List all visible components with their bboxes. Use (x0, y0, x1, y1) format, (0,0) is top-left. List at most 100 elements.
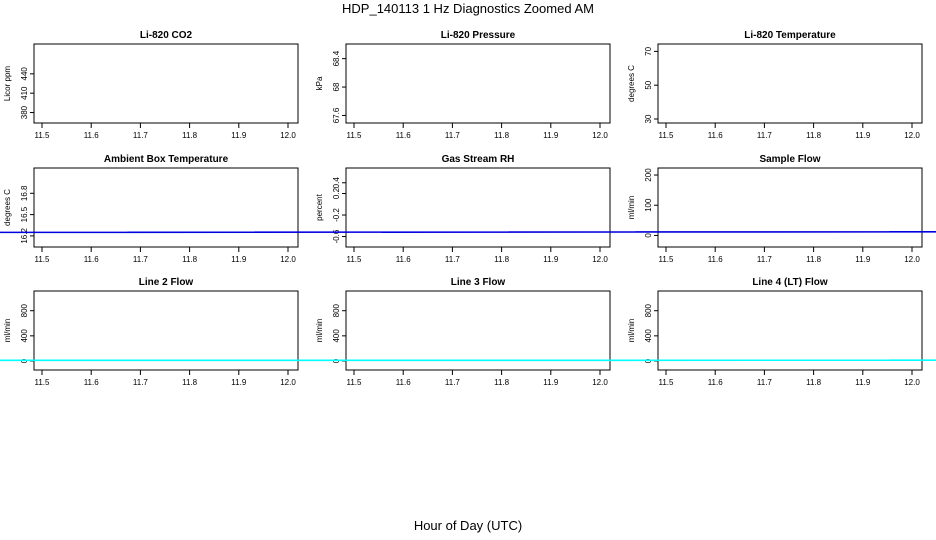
x-tick-label: 11.9 (231, 378, 247, 387)
x-tick-label: 11.7 (757, 255, 773, 264)
x-tick-label: 11.9 (855, 378, 871, 387)
x-tick-label: 11.8 (806, 378, 822, 387)
y-tick-label: 410 (20, 86, 29, 100)
y-tick-label: 67.6 (332, 107, 341, 123)
x-axis-label: Hour of Day (UTC) (413, 518, 523, 533)
x-tick-label: 11.7 (757, 378, 773, 387)
y-tick-label: 16.5 (20, 206, 29, 222)
y-axis-label: degrees C (627, 65, 636, 102)
y-tick-label: 380 (20, 105, 29, 119)
panel-frame (657, 43, 923, 124)
x-tick-label: 11.7 (445, 378, 461, 387)
x-tick-label: 11.6 (84, 131, 100, 140)
y-tick-label: 30 (644, 114, 653, 123)
y-tick-label: 440 (20, 67, 29, 81)
panel-title: Sample Flow (759, 154, 820, 165)
x-tick-label: 11.6 (396, 378, 412, 387)
y-tick-label: -0.6 (332, 229, 341, 243)
panel-frame (33, 290, 299, 371)
y-tick-label: 800 (644, 303, 653, 317)
x-tick-label: 11.5 (659, 255, 675, 264)
x-tick-label: 12.0 (280, 131, 296, 140)
x-tick-label: 11.9 (855, 255, 871, 264)
x-tick-label: 12.0 (592, 378, 608, 387)
x-tick-label: 11.8 (182, 255, 198, 264)
x-tick-label: 11.9 (543, 378, 559, 387)
panel-frame (345, 167, 611, 248)
y-tick-label: 200 (644, 168, 653, 182)
x-tick-label: 11.9 (231, 131, 247, 140)
y-axis-label: ml/min (627, 196, 636, 220)
x-tick-label: 11.8 (494, 378, 510, 387)
panel-frame (657, 290, 923, 371)
panel-frame (345, 43, 611, 124)
x-tick-label: 11.6 (708, 255, 724, 264)
y-tick-label: 16.2 (20, 228, 29, 244)
panel-title: Line 3 Flow (451, 277, 506, 288)
x-tick-label: 11.6 (84, 255, 100, 264)
x-tick-label: 11.5 (35, 131, 51, 140)
panel-frame (33, 43, 299, 124)
panel-title: Li-820 Temperature (744, 30, 836, 41)
y-axis-label: ml/min (627, 319, 636, 343)
panel-5: Sample Flow ml/min 0 100 200 11.5 11.6 11.7 11.8… (0, 154, 936, 264)
y-tick-label: 0.4 (332, 177, 341, 189)
x-tick-label: 11.9 (543, 131, 559, 140)
y-tick-label: 50 (644, 80, 653, 89)
y-axis-label: kPa (315, 76, 324, 90)
x-tick-label: 11.8 (494, 131, 510, 140)
x-tick-label: 11.5 (659, 131, 675, 140)
x-tick-label: 12.0 (280, 255, 296, 264)
y-axis-label: percent (315, 193, 324, 220)
y-tick-label: 400 (20, 329, 29, 343)
x-tick-label: 12.0 (904, 255, 920, 264)
panel-2: Li-820 Temperature degrees C 30 50 70 11.5 11.… (627, 30, 923, 140)
y-tick-label: 70 (644, 46, 653, 55)
x-tick-label: 11.9 (231, 255, 247, 264)
x-tick-label: 11.7 (445, 131, 461, 140)
y-tick-label: 100 (644, 198, 653, 212)
x-tick-label: 11.8 (806, 255, 822, 264)
y-tick-label: 0.2 (332, 187, 341, 199)
panel-frame (33, 167, 299, 248)
x-tick-label: 12.0 (904, 131, 920, 140)
x-tick-label: 11.8 (494, 255, 510, 264)
y-tick-label: 68 (332, 82, 341, 91)
x-tick-label: 12.0 (592, 131, 608, 140)
x-tick-label: 11.9 (855, 131, 871, 140)
x-tick-label: 11.7 (133, 378, 149, 387)
x-tick-label: 11.5 (347, 131, 363, 140)
panel-0: Li-820 CO2 Licor ppm 380 410 440 11.5 11.6 11.7… (3, 30, 299, 140)
panel-4: Gas Stream RH percent -0.6 -0.2 0.20.4 11.5 11… (315, 154, 611, 264)
x-tick-label: 11.5 (35, 378, 51, 387)
x-tick-label: 11.6 (396, 131, 412, 140)
y-tick-label: 800 (332, 303, 341, 317)
x-tick-label: 12.0 (592, 255, 608, 264)
y-tick-label: 68.4 (332, 50, 341, 66)
panel-3: Ambient Box Temperature degrees C 16.2 16.5… (3, 154, 299, 264)
x-tick-label: 11.6 (708, 378, 724, 387)
figure-title: HDP_140113 1 Hz Diagnostics Zoomed AM (342, 1, 594, 16)
x-tick-label: 11.5 (659, 378, 675, 387)
x-tick-label: 12.0 (280, 378, 296, 387)
x-tick-label: 11.8 (806, 131, 822, 140)
panel-title: Line 2 Flow (139, 277, 194, 288)
y-tick-label: 800 (20, 303, 29, 317)
series-line (0, 230, 936, 234)
x-tick-label: 12.0 (904, 378, 920, 387)
x-tick-label: 11.7 (445, 255, 461, 264)
y-tick-label: 400 (644, 329, 653, 343)
series-line (0, 359, 936, 362)
x-tick-label: 11.5 (35, 255, 51, 264)
x-tick-label: 11.5 (347, 378, 363, 387)
panel-title: Gas Stream RH (442, 154, 515, 165)
x-tick-label: 11.6 (708, 131, 724, 140)
y-tick-label: 16.8 (20, 185, 29, 201)
y-axis-label: degrees C (3, 189, 12, 226)
panel-frame (345, 290, 611, 371)
y-tick-label: 400 (332, 329, 341, 343)
